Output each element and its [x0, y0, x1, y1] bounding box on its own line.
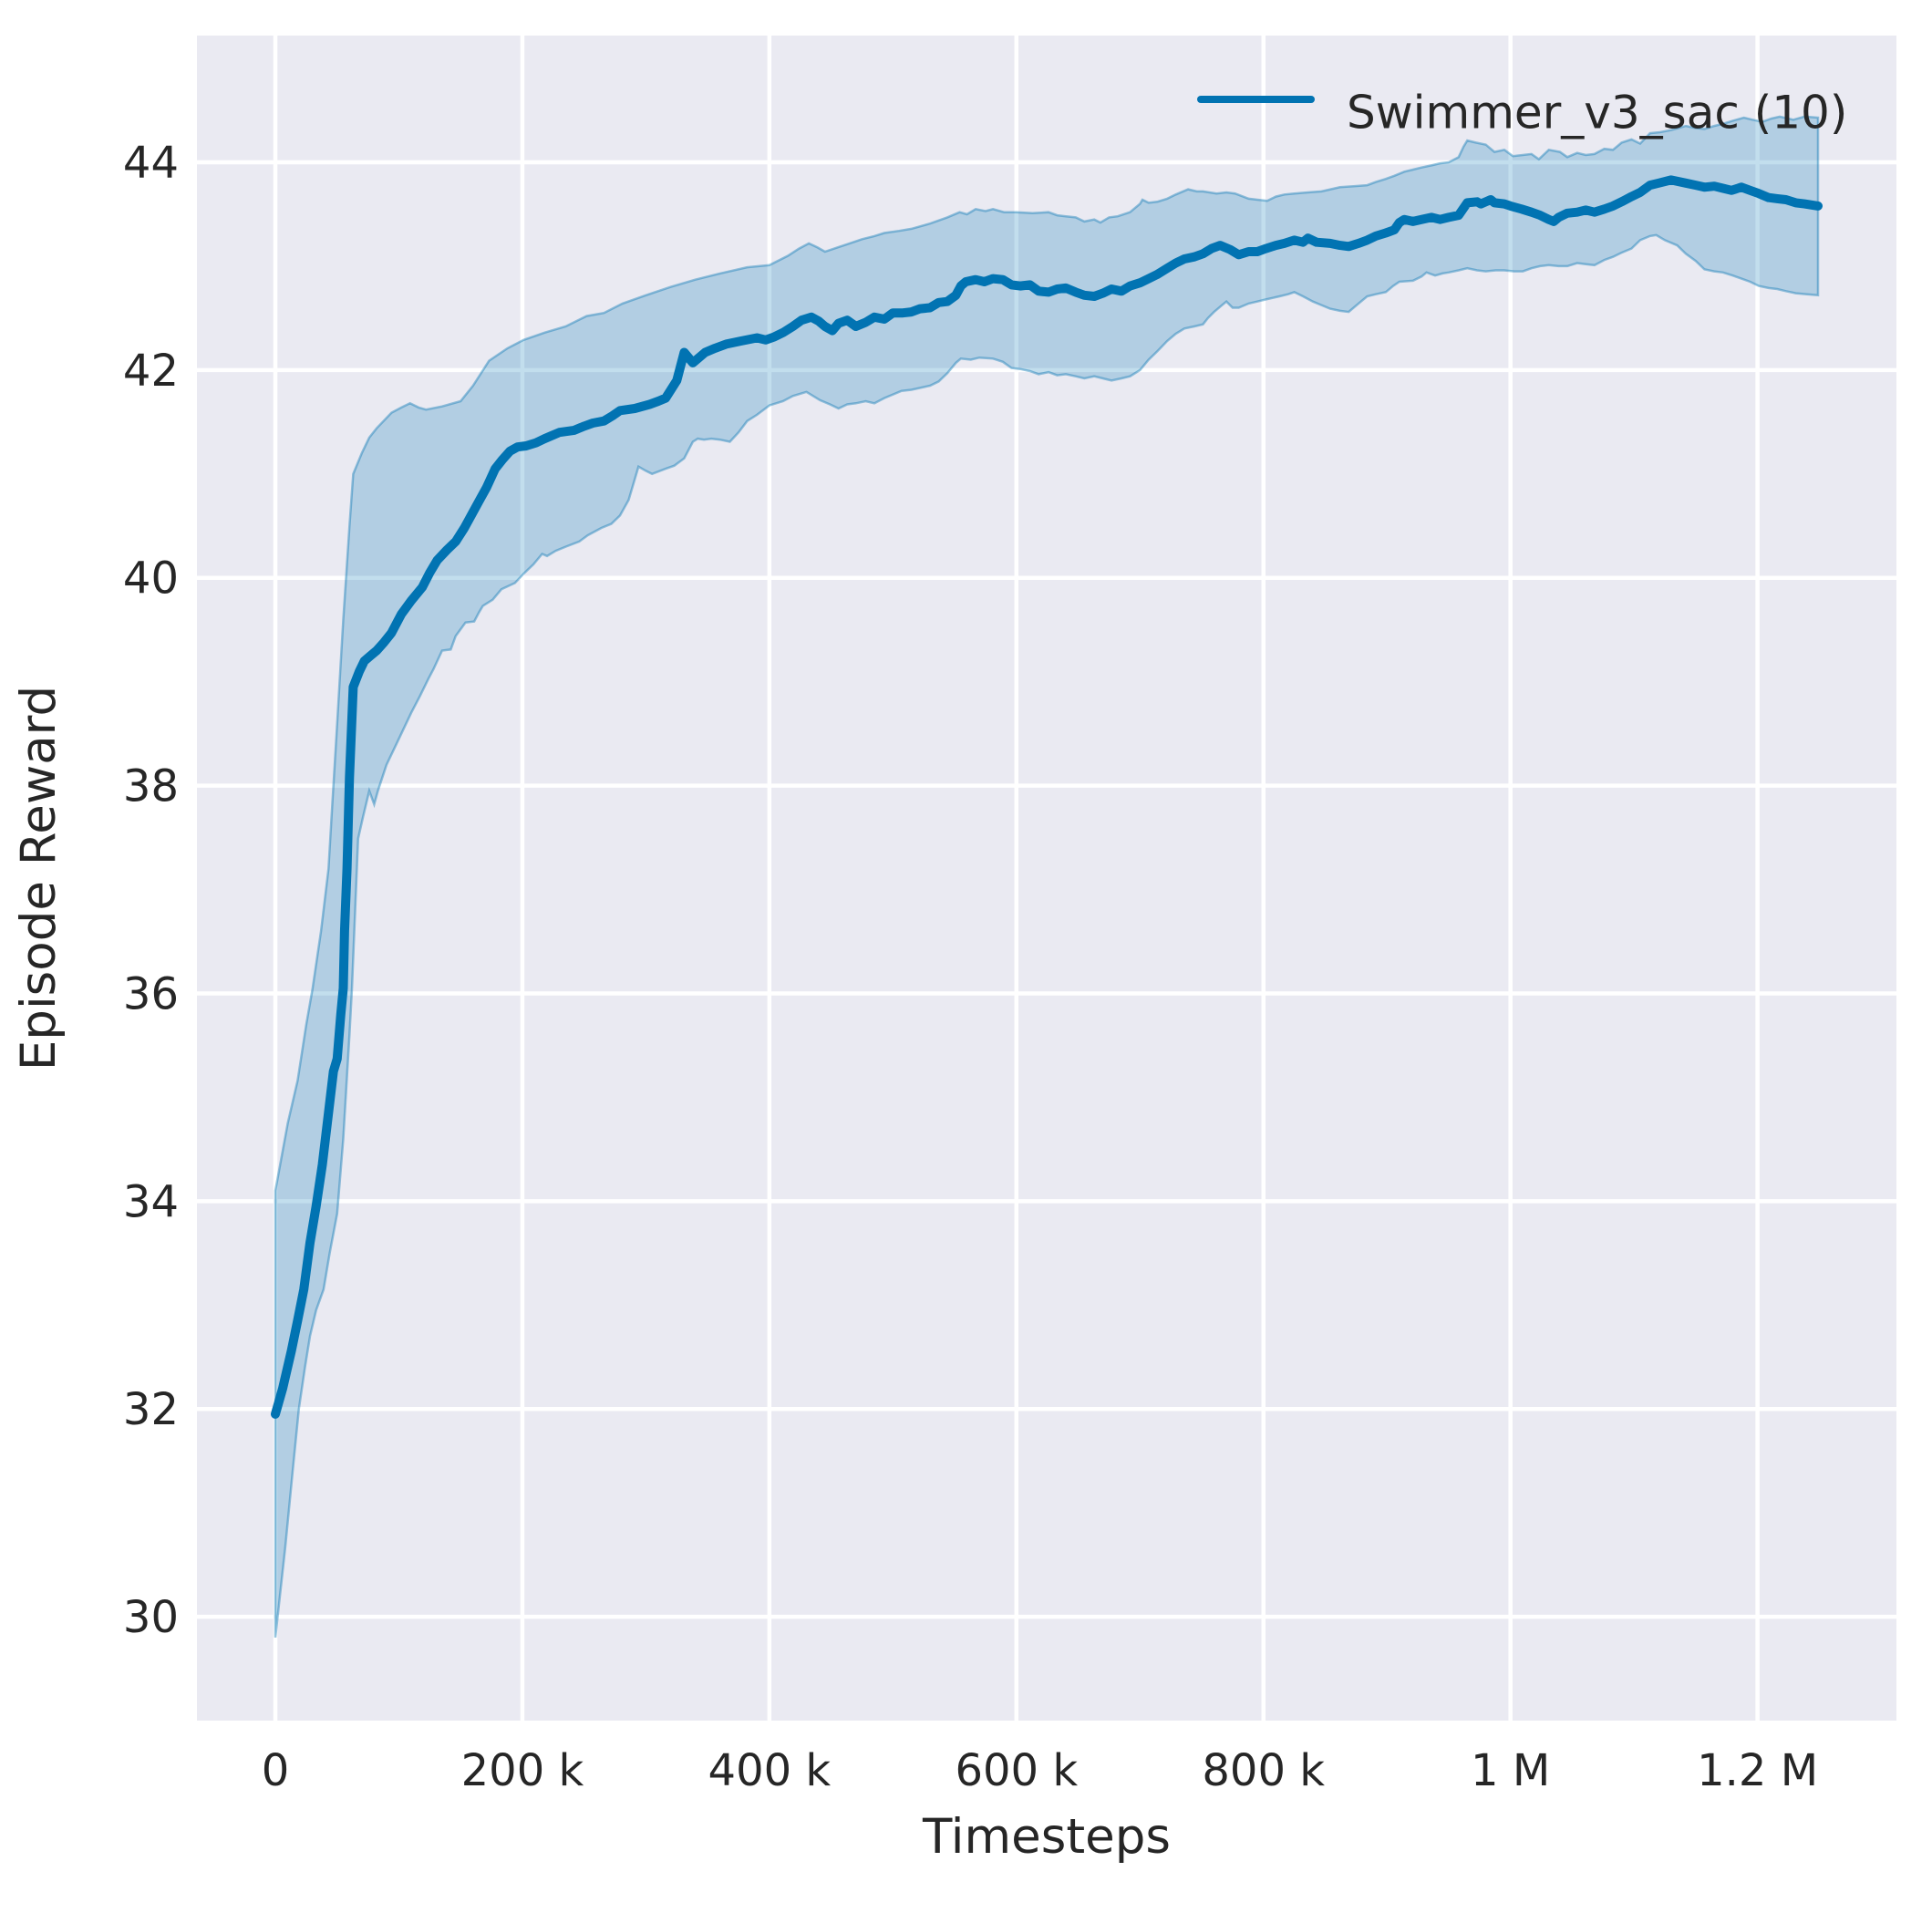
y-tick-label: 40	[123, 553, 179, 605]
x-tick-label: 600 k	[955, 1745, 1078, 1796]
y-tick-label: 38	[123, 761, 179, 812]
series-line	[271, 175, 1823, 1419]
x-tick-label: 800 k	[1202, 1745, 1325, 1796]
y-tick-label: 36	[123, 968, 179, 1019]
x-tick-label: 400 k	[708, 1745, 832, 1796]
legend-label: Swimmer_v3_sac (10)	[1347, 87, 1847, 140]
tick-labels: 30 32 34 36 38 40 42 44 0 200 k 400 k 600 k 800 k 1 M…	[123, 138, 1818, 1796]
x-axis-label: Timesteps	[922, 1809, 1171, 1865]
plot-layers	[197, 36, 1896, 1721]
x-tick-label: 200 k	[461, 1745, 584, 1796]
x-tick-label: 1.2 M	[1697, 1745, 1818, 1796]
plot-area	[197, 36, 1896, 1721]
y-tick-label: 34	[123, 1176, 179, 1227]
y-tick-label: 42	[123, 346, 179, 397]
x-tick-label: 1 M	[1471, 1745, 1550, 1796]
y-tick-label: 30	[123, 1592, 179, 1643]
confidence-band	[274, 115, 1820, 1639]
legend: Swimmer_v3_sac (10)	[1197, 87, 1847, 140]
y-axis-label: Episode Reward	[11, 686, 67, 1070]
y-tick-label: 32	[123, 1384, 179, 1435]
x-tick-label: 0	[262, 1745, 290, 1796]
y-tick-label: 44	[123, 138, 179, 189]
